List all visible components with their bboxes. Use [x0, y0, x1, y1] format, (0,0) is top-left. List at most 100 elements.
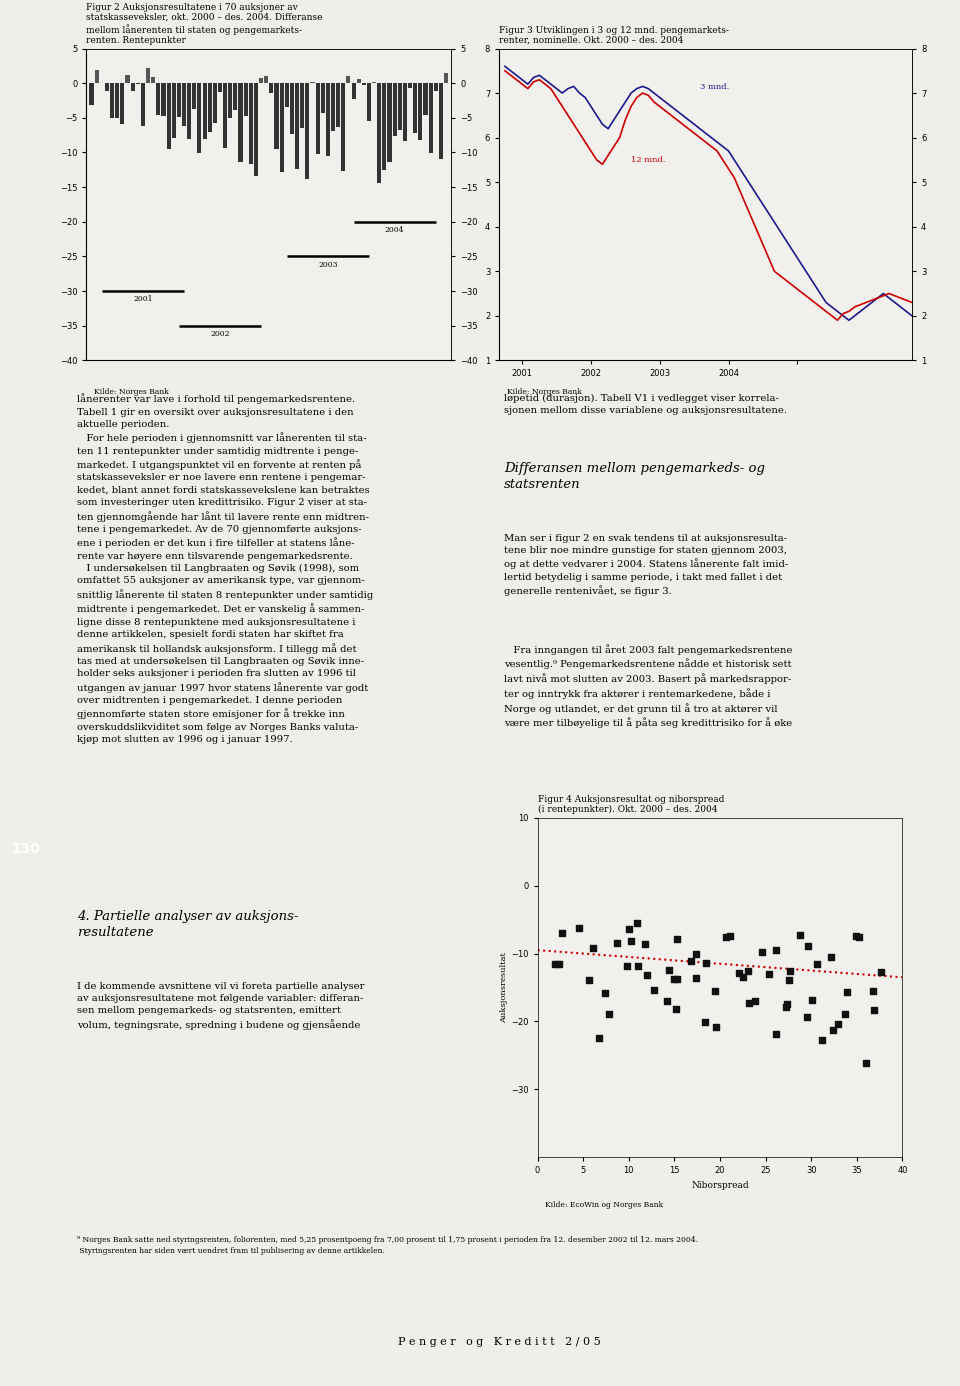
Point: [780, 992, 795, 1015]
Text: I de kommende avsnittene vil vi foreta partielle analyser
av auksjonsresultatene: I de kommende avsnittene vil vi foreta p…: [77, 981, 364, 1030]
Bar: [166, 83, 171, 150]
X-axis label: Niborspread: Niborspread: [691, 1181, 749, 1191]
Text: Kilde: Norges Bank: Kilde: Norges Bank: [94, 388, 168, 396]
Point: [722, 924, 737, 947]
Text: Man ser i figur 2 en svak tendens til at auksjonsresulta-
tene blir noe mindre g: Man ser i figur 2 en svak tendens til at…: [504, 534, 788, 596]
Bar: [275, 83, 278, 150]
Point: [865, 980, 880, 1002]
Bar: [388, 83, 392, 162]
Bar: [357, 79, 361, 83]
Bar: [372, 82, 376, 83]
Text: 2003: 2003: [318, 261, 338, 269]
Bar: [413, 83, 418, 133]
Point: [866, 999, 881, 1021]
Point: [858, 1052, 874, 1074]
Point: [688, 942, 704, 965]
Point: [874, 962, 889, 984]
Bar: [428, 83, 433, 152]
Text: 2004: 2004: [385, 226, 404, 234]
Point: [630, 955, 645, 977]
Point: [602, 1003, 617, 1026]
Point: [839, 981, 854, 1003]
Bar: [249, 83, 252, 164]
Point: [792, 924, 807, 947]
Point: [637, 933, 653, 955]
Text: 12 mnd.: 12 mnd.: [631, 157, 665, 164]
Bar: [156, 83, 160, 115]
Point: [666, 967, 682, 990]
Point: [581, 969, 596, 991]
Bar: [408, 83, 412, 89]
Bar: [187, 83, 191, 139]
Bar: [151, 76, 156, 83]
Point: [699, 952, 714, 974]
Bar: [393, 83, 396, 136]
Point: [782, 960, 798, 983]
Bar: [238, 83, 243, 162]
Bar: [105, 83, 109, 91]
Bar: [382, 83, 387, 170]
Point: [748, 990, 763, 1012]
Point: [688, 966, 704, 988]
Text: lånerenter var lave i forhold til pengemarkedsrentene.
Tabell 1 gir en oversikt : lånerenter var lave i forhold til pengem…: [77, 394, 373, 744]
Bar: [177, 83, 180, 116]
Bar: [161, 83, 165, 116]
Bar: [131, 83, 134, 91]
Bar: [331, 83, 335, 130]
Point: [824, 945, 839, 967]
Text: P e n g e r   o g   K r e d i t t   2 / 0 5: P e n g e r o g K r e d i t t 2 / 0 5: [397, 1336, 601, 1347]
Point: [669, 969, 684, 991]
Text: 2002: 2002: [210, 330, 229, 338]
Point: [610, 933, 625, 955]
Point: [731, 962, 746, 984]
Text: løpetid (durasjon). Tabell V1 i vedlegget viser korrela-
sjonen mellom disse var: løpetid (durasjon). Tabell V1 i vedlegge…: [504, 394, 787, 414]
Point: [554, 922, 569, 944]
Bar: [259, 78, 263, 83]
Bar: [336, 83, 340, 128]
Bar: [198, 83, 202, 154]
Bar: [120, 83, 125, 123]
Point: [804, 988, 820, 1010]
Point: [781, 969, 797, 991]
Bar: [244, 83, 248, 115]
Point: [571, 918, 587, 940]
Point: [742, 992, 757, 1015]
Bar: [351, 83, 355, 100]
Bar: [115, 83, 119, 118]
Point: [660, 990, 675, 1012]
Text: Fra inngangen til året 2003 falt pengemarkedsrentene
vesentlig.⁹ Pengemarkedsren: Fra inngangen til året 2003 falt pengema…: [504, 644, 793, 728]
Bar: [203, 83, 206, 139]
Bar: [285, 83, 289, 107]
Bar: [264, 76, 268, 83]
Bar: [279, 83, 284, 172]
Point: [619, 955, 635, 977]
Point: [629, 912, 644, 934]
Point: [586, 937, 601, 959]
Point: [621, 919, 636, 941]
Text: Kilde: EcoWin og Norges Bank: Kilde: EcoWin og Norges Bank: [545, 1202, 663, 1210]
Bar: [444, 73, 448, 83]
Bar: [423, 83, 427, 115]
Text: 3 mnd.: 3 mnd.: [700, 83, 729, 91]
Bar: [419, 83, 422, 140]
Bar: [377, 83, 381, 183]
Point: [809, 952, 825, 974]
Text: Figur 4 Auksjonsresultat og niborspread
(i rentepunkter). Okt. 2000 – des. 2004: Figur 4 Auksjonsresultat og niborspread …: [538, 794, 724, 814]
Point: [735, 966, 751, 988]
Bar: [223, 83, 228, 147]
Point: [800, 1006, 815, 1028]
Bar: [253, 83, 258, 176]
Point: [669, 927, 684, 949]
Point: [660, 959, 676, 981]
Bar: [228, 83, 232, 118]
Point: [838, 1003, 853, 1026]
Bar: [341, 83, 346, 172]
Bar: [207, 83, 212, 132]
Bar: [110, 83, 114, 118]
Point: [754, 941, 769, 963]
Point: [624, 930, 639, 952]
Bar: [172, 83, 176, 137]
Text: 2001: 2001: [133, 295, 153, 304]
Point: [597, 981, 612, 1003]
Bar: [89, 83, 93, 105]
